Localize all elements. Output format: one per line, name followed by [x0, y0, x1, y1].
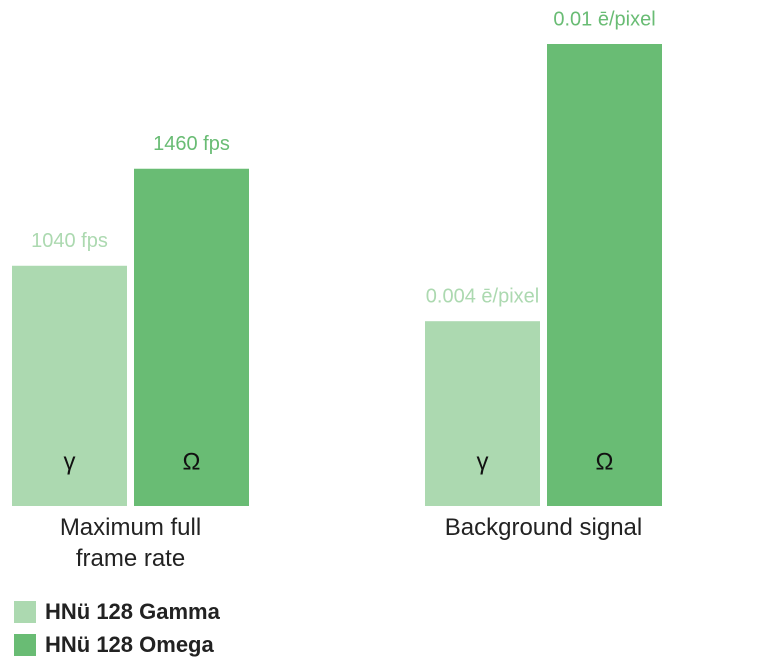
bar-symbol: γ [477, 448, 489, 475]
legend: HNü 128 Gamma HNü 128 Omega [14, 595, 220, 661]
legend-label: HNü 128 Gamma [45, 598, 220, 624]
value-label: 1040 fps [31, 230, 108, 252]
bar [134, 168, 249, 507]
legend-swatch [14, 600, 36, 623]
bar-symbol: γ [64, 448, 76, 475]
category-title: Background signal [444, 514, 643, 541]
legend-item: HNü 128 Omega [14, 628, 220, 661]
bar-symbol: Ω [596, 448, 614, 475]
category-title: Maximum full frame rate [59, 514, 202, 572]
legend-label: HNü 128 Omega [45, 631, 214, 657]
value-label: 1460 fps [153, 133, 230, 155]
value-label: 0.01 ē/pixel [553, 8, 655, 30]
bar [12, 265, 127, 506]
value-label: 0.004 ē/pixel [426, 285, 539, 307]
legend-item: HNü 128 Gamma [14, 595, 220, 628]
bar [547, 44, 662, 506]
bar-symbol: Ω [183, 448, 201, 475]
bar [425, 321, 540, 506]
legend-swatch [14, 633, 36, 656]
